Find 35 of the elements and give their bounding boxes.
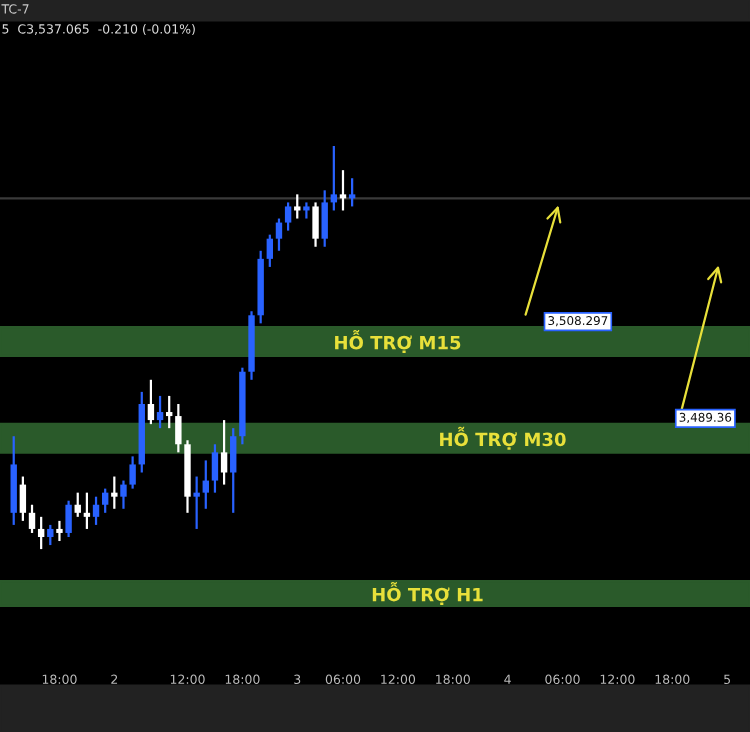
candlestick (230, 427, 237, 514)
candlestick (175, 402, 182, 454)
band-label: HỖ TRỢ M15 (335, 329, 461, 354)
candlestick (37, 515, 45, 551)
candlestick (312, 201, 319, 248)
candlestick (303, 201, 310, 220)
candlestick (101, 487, 109, 514)
candlestick (65, 499, 72, 539)
candlestick (120, 479, 127, 510)
candlestick (166, 394, 173, 430)
candlestick (92, 495, 100, 527)
candlestick (47, 523, 54, 547)
candlestick (275, 217, 283, 252)
candlestick (28, 503, 36, 535)
candlestick (19, 475, 27, 522)
candlestick (193, 475, 200, 531)
candlestick (266, 233, 274, 269)
candlestick (156, 394, 164, 430)
candlestick (294, 193, 301, 220)
candlestick (211, 443, 219, 494)
candlestick (147, 378, 155, 426)
candlestick (348, 177, 356, 208)
candlestick (56, 519, 63, 543)
candlestick (111, 475, 118, 510)
candlestick (129, 455, 136, 490)
band-label: HỖ TRỢ M30 (440, 426, 566, 450)
candlestick (83, 491, 91, 531)
candlestick (339, 169, 347, 212)
candlestick (284, 201, 292, 232)
candlestick (74, 491, 81, 518)
candlestick (220, 418, 228, 486)
candlestick (202, 459, 209, 510)
candlestick (330, 144, 338, 212)
candlestick (321, 189, 328, 248)
band-label: HỖ TRỢ H1 (372, 581, 483, 605)
